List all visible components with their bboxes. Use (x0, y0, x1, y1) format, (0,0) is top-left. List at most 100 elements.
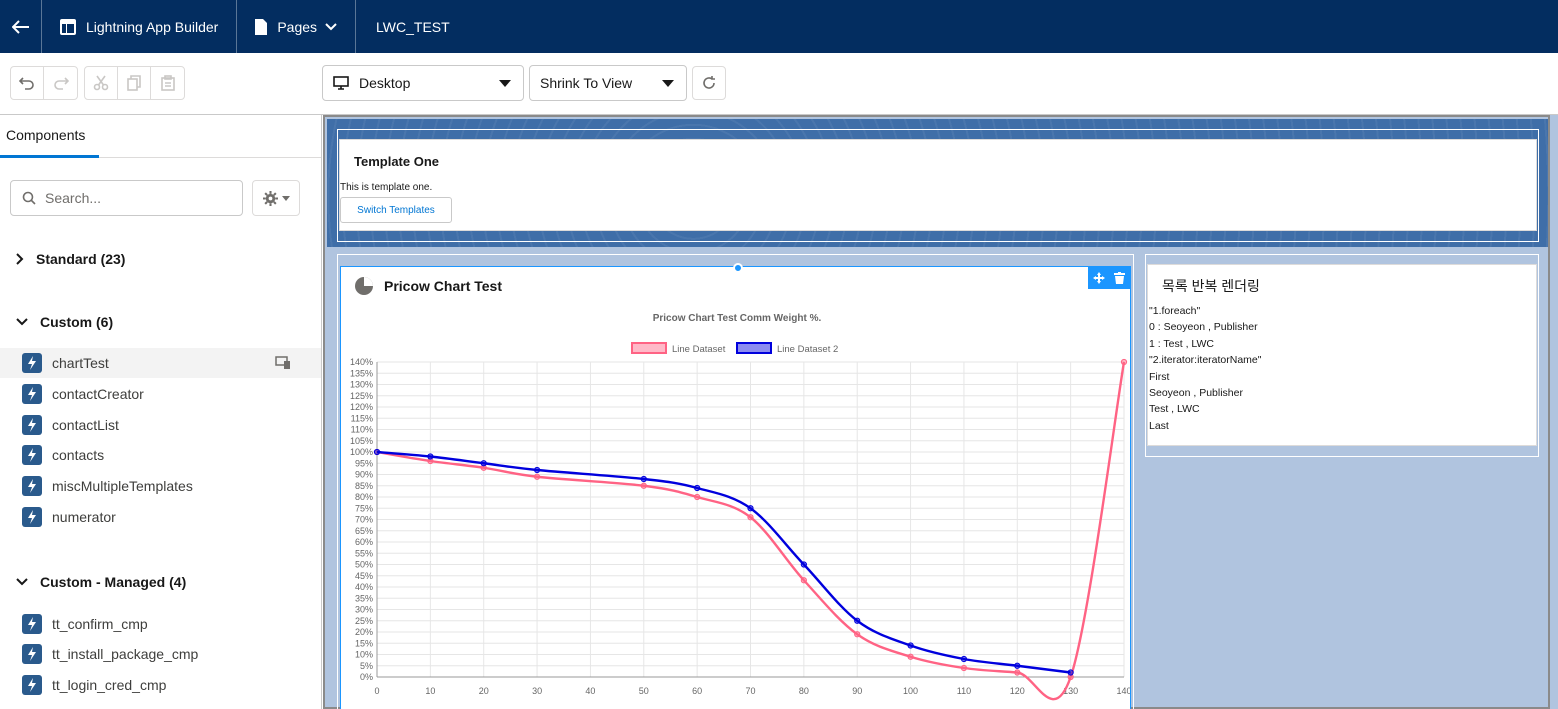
app-builder-menu[interactable]: Lightning App Builder (42, 0, 238, 53)
cut-button[interactable] (85, 67, 118, 99)
list-line: 1 : Test , LWC (1149, 337, 1214, 350)
lightning-bolt-icon (22, 675, 42, 695)
x-tick-label: 120 (1010, 686, 1025, 696)
y-tick-label: 130% (350, 380, 373, 390)
caret-down-icon (281, 195, 290, 201)
component-item[interactable]: miscMultipleTemplates (0, 471, 321, 501)
data-point (800, 577, 807, 584)
resize-handle[interactable] (733, 263, 743, 273)
delete-icon[interactable] (1114, 272, 1126, 284)
move-icon[interactable] (1092, 272, 1105, 284)
card-actions (1088, 267, 1130, 289)
x-tick-label: 50 (639, 686, 649, 696)
y-tick-label: 5% (360, 661, 373, 671)
y-tick-label: 105% (350, 436, 373, 446)
x-tick-label: 20 (479, 686, 489, 696)
chevron-right-icon (16, 253, 24, 265)
list-line: "2.iterator:iteratorName" (1149, 354, 1262, 367)
main-region[interactable]: Pricow Chart Test Pricow Chart Test Comm… (337, 254, 1134, 709)
data-point (694, 484, 701, 492)
legend-swatch (736, 342, 772, 354)
y-tick-label: 45% (355, 571, 373, 581)
data-point (747, 505, 754, 512)
component-label: contacts (52, 447, 105, 463)
sidebar-region[interactable]: 목록 반복 렌더링 "1.foreach" 0 : Seoyeon , Publ… (1145, 254, 1539, 457)
y-tick-label: 35% (355, 593, 373, 603)
x-tick-label: 40 (585, 686, 595, 696)
data-point (640, 482, 647, 489)
copy-button[interactable] (118, 67, 151, 99)
component-item[interactable]: chartTest (0, 348, 321, 378)
legend-swatch (631, 342, 667, 354)
section-custom[interactable]: Custom (6) (16, 314, 113, 330)
template-card-text: This is template one. (340, 182, 433, 193)
chevron-down-icon (16, 578, 28, 586)
tab-components[interactable]: Components (0, 115, 99, 158)
y-tick-label: 90% (355, 470, 373, 480)
chart-title: Pricow Chart Test Comm Weight %. (653, 313, 822, 324)
cut-icon (93, 75, 109, 91)
search-input[interactable]: Search... (10, 180, 243, 216)
y-tick-label: 115% (351, 413, 373, 423)
section-standard-label: Standard (23) (36, 251, 126, 267)
pages-menu[interactable]: Pages (237, 0, 357, 53)
y-tick-label: 15% (355, 638, 373, 648)
section-standard[interactable]: Standard (23) (16, 251, 125, 267)
device-select[interactable]: Desktop (322, 65, 524, 101)
component-item[interactable]: tt_login_cred_cmp (0, 670, 321, 700)
x-tick-label: 0 (374, 686, 379, 696)
list-line: Seoyeon , Publisher (1149, 387, 1243, 400)
component-label: tt_install_package_cmp (52, 646, 199, 662)
list-line: 0 : Seoyeon , Publisher (1149, 321, 1258, 334)
undo-redo-group (10, 66, 78, 100)
list-rendering-card[interactable]: 목록 반복 렌더링 "1.foreach" 0 : Seoyeon , Publ… (1147, 264, 1537, 446)
view-select-value: Shrink To View (540, 75, 633, 91)
switch-templates-button[interactable]: Switch Templates (340, 197, 452, 223)
y-tick-label: 110% (351, 425, 373, 435)
series-line (376, 450, 1071, 674)
legend-label: Line Dataset (672, 344, 726, 355)
y-tick-label: 65% (355, 526, 373, 536)
arrow-left-icon (11, 19, 29, 34)
component-item[interactable]: tt_install_package_cmp (0, 639, 321, 669)
y-tick-label: 30% (355, 605, 373, 615)
section-custom-managed[interactable]: Custom - Managed (4) (16, 574, 186, 590)
component-item[interactable]: contactList (0, 410, 321, 440)
y-tick-label: 85% (355, 481, 373, 491)
component-item[interactable]: contacts (0, 440, 321, 470)
settings-menu-button[interactable] (252, 180, 300, 216)
x-tick-label: 60 (692, 686, 702, 696)
lightning-bolt-icon (22, 384, 42, 404)
x-tick-label: 100 (903, 686, 918, 696)
component-label: contactList (52, 417, 119, 433)
component-item[interactable]: numerator (0, 502, 321, 532)
app-builder-icon (60, 18, 76, 35)
view-select[interactable]: Shrink To View (529, 65, 687, 101)
template-one-card[interactable]: Template One This is template one. Switc… (339, 139, 1537, 231)
legend-label: Line Dataset 2 (777, 344, 838, 355)
y-tick-label: 20% (355, 627, 373, 637)
lightning-bolt-icon (22, 353, 42, 373)
component-label: chartTest (52, 355, 109, 371)
header-region[interactable]: Template One This is template one. Switc… (337, 129, 1539, 242)
template-card-title: Template One (354, 154, 440, 169)
paste-button[interactable] (151, 67, 184, 99)
back-button[interactable] (0, 0, 42, 53)
page-title: LWC_TEST (376, 18, 450, 35)
data-point (373, 448, 381, 456)
components-panel: Components Search... Standard (23) Custo… (0, 115, 322, 709)
y-tick-label: 60% (355, 537, 373, 547)
redo-button[interactable] (44, 67, 77, 99)
undo-button[interactable] (11, 67, 44, 99)
refresh-icon (703, 76, 715, 89)
x-tick-label: 130 (1063, 686, 1078, 696)
y-tick-label: 0% (360, 672, 373, 682)
component-item[interactable]: tt_confirm_cmp (0, 609, 321, 639)
device-preview-icon (275, 356, 290, 369)
data-point (1067, 669, 1074, 676)
data-point (640, 475, 647, 483)
chart-card[interactable]: Pricow Chart Test Pricow Chart Test Comm… (340, 266, 1131, 709)
lightning-bolt-icon (22, 445, 42, 465)
component-item[interactable]: contactCreator (0, 379, 321, 409)
refresh-button[interactable] (692, 66, 726, 100)
